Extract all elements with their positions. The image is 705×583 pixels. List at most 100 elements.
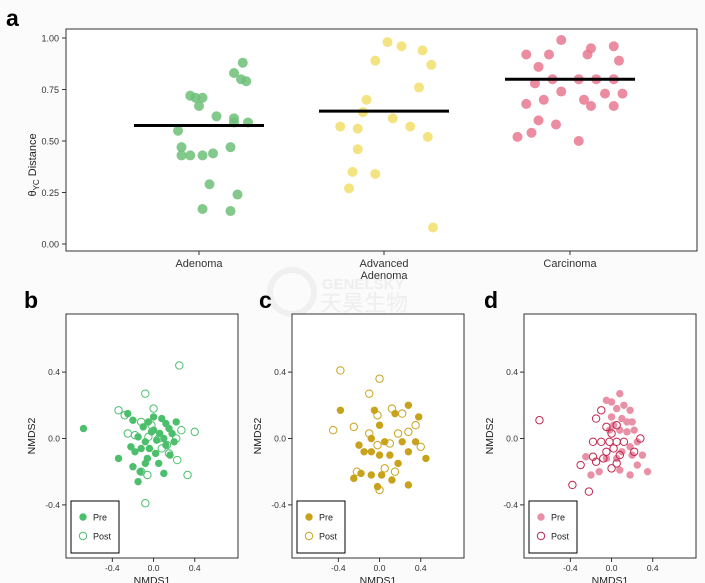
y-axis-label: NMDS2 [484, 417, 496, 454]
x-tick-label: 0.4 [415, 563, 427, 573]
data-point-pre [158, 414, 166, 423]
data-point-pre [131, 448, 139, 456]
data-point [573, 136, 584, 146]
y-tick-label: 0.4 [506, 367, 518, 377]
data-point-pre [129, 416, 137, 424]
panel-letter-b: b [24, 287, 38, 313]
data-point [229, 68, 239, 79]
data-point-pre [377, 471, 386, 479]
data-point-post [416, 442, 425, 451]
data-point-pre [149, 426, 158, 434]
data-point-pre [607, 398, 616, 406]
data-point [352, 123, 363, 134]
data-point [512, 131, 523, 142]
x-tick-label: -0.4 [563, 563, 578, 573]
data-point-pre [609, 421, 618, 429]
data-point-pre [350, 474, 358, 483]
data-point-post [365, 389, 374, 398]
panel-a-plot-area [65, 28, 698, 252]
data-point-pre [623, 418, 631, 426]
data-point-pre [160, 469, 168, 478]
panel-a-chart: θYC Distance 0.00 0.25 0.50 0.75 1.00 Adenom… [27, 28, 698, 282]
legend-post-marker [78, 531, 88, 541]
data-point [197, 203, 208, 214]
data-point-post [154, 434, 163, 443]
data-point [237, 57, 248, 68]
data-point [426, 59, 437, 70]
data-point [352, 144, 363, 155]
data-point-post [365, 429, 374, 438]
data-point-pre [612, 404, 621, 413]
data-point-pre [139, 423, 147, 431]
data-point [176, 150, 187, 161]
data-point [396, 41, 407, 52]
data-point-pre [582, 453, 590, 461]
data-point-pre [375, 421, 384, 429]
data-point [414, 82, 424, 93]
data-point [422, 131, 433, 142]
data-point [344, 183, 354, 194]
data-point-post [164, 449, 174, 458]
data-point-post [114, 406, 123, 415]
data-point [370, 168, 381, 179]
y-tick-label: 0.0 [274, 433, 286, 443]
data-point-pre [404, 401, 413, 409]
legend-post-marker [536, 531, 546, 541]
data-point [556, 86, 567, 97]
data-point-pre [114, 454, 123, 463]
legend-pre-label: Pre [551, 513, 565, 523]
data-point [173, 125, 183, 136]
data-point [617, 88, 628, 99]
data-point-post [375, 485, 384, 495]
data-point-post [177, 425, 186, 435]
data-point-post [535, 416, 544, 425]
data-point-post [612, 421, 621, 430]
data-point-post [591, 414, 601, 423]
x-tick-label: -0.4 [331, 563, 346, 573]
data-point-pre [355, 441, 363, 449]
data-point-pre [152, 436, 161, 444]
watermark-logo-icon [267, 267, 317, 317]
panel-a-points [173, 35, 628, 233]
data-point-pre [633, 438, 641, 446]
data-point-post [130, 430, 140, 440]
y-tick-label: -0.4 [45, 500, 60, 510]
data-point-pre [602, 454, 611, 463]
data-point [608, 41, 619, 52]
data-point-pre [626, 471, 634, 479]
legend-pre-marker [305, 513, 313, 521]
data-point [551, 119, 561, 130]
data-point-post [576, 460, 585, 470]
x-tick-label: Adenoma [175, 258, 223, 270]
data-point-post [568, 480, 577, 490]
data-point-pre [375, 451, 384, 459]
data-point-pre [630, 426, 638, 434]
y-tick-label: 0.50 [41, 137, 59, 147]
data-point-pre [367, 434, 376, 443]
data-point [614, 55, 624, 66]
x-tick-label: 0.4 [189, 563, 201, 573]
x-axis-label: NMDS1 [134, 575, 171, 583]
data-point-post [599, 454, 608, 463]
data-point-post [141, 499, 150, 508]
data-point-pre [626, 406, 634, 414]
data-point [232, 189, 243, 200]
data-point-pre [616, 389, 624, 398]
data-point-pre [79, 424, 88, 433]
legend-post-label: Post [93, 532, 112, 542]
watermark-line1: GENELSKY [322, 276, 405, 293]
x-tick-label: 0.0 [374, 563, 386, 573]
data-point-pre [145, 444, 154, 453]
y-tick-label: -0.4 [503, 500, 518, 510]
data-point-pre [633, 461, 641, 469]
data-point-post [602, 447, 611, 456]
data-point [197, 150, 208, 161]
data-point-post [630, 447, 639, 456]
y-axis-label: NMDS2 [252, 417, 264, 454]
data-point [521, 98, 532, 109]
data-point-post [373, 440, 382, 450]
data-point-post [173, 455, 182, 465]
data-point [586, 100, 596, 111]
data-point-pre [607, 413, 616, 421]
data-point-post [183, 470, 192, 480]
